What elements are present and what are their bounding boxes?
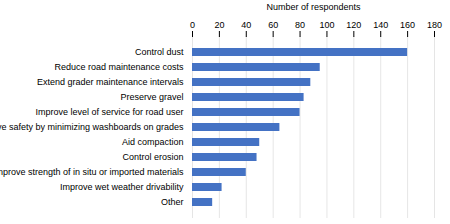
- svg-text:20: 20: [214, 20, 224, 30]
- svg-text:0: 0: [190, 20, 195, 30]
- svg-text:140: 140: [373, 20, 388, 30]
- svg-text:Reduce road maintenance costs: Reduce road maintenance costs: [54, 62, 184, 72]
- svg-text:Control dust: Control dust: [135, 47, 184, 57]
- svg-text:160: 160: [400, 20, 415, 30]
- svg-text:Number of respondents: Number of respondents: [266, 2, 361, 12]
- svg-text:100: 100: [319, 20, 334, 30]
- svg-text:Preserve gravel: Preserve gravel: [120, 92, 183, 102]
- svg-text:Improve safety by minimizing w: Improve safety by minimizing washboards …: [0, 122, 184, 132]
- svg-text:Improve strength of in situ or: Improve strength of in situ or imported …: [0, 167, 184, 177]
- svg-text:40: 40: [241, 20, 251, 30]
- svg-text:Extend grader maintenance inte: Extend grader maintenance intervals: [37, 77, 184, 87]
- svg-text:120: 120: [346, 20, 361, 30]
- svg-text:80: 80: [295, 20, 305, 30]
- svg-text:Control erosion: Control erosion: [122, 152, 183, 162]
- svg-text:Improve level of service for r: Improve level of service for road user: [35, 107, 183, 117]
- svg-text:Improve wet weather drivabilit: Improve wet weather drivability: [60, 182, 184, 192]
- svg-text:180: 180: [427, 20, 442, 30]
- svg-text:Other: Other: [161, 197, 184, 207]
- svg-text:Aid compaction: Aid compaction: [122, 137, 184, 147]
- svg-text:60: 60: [268, 20, 278, 30]
